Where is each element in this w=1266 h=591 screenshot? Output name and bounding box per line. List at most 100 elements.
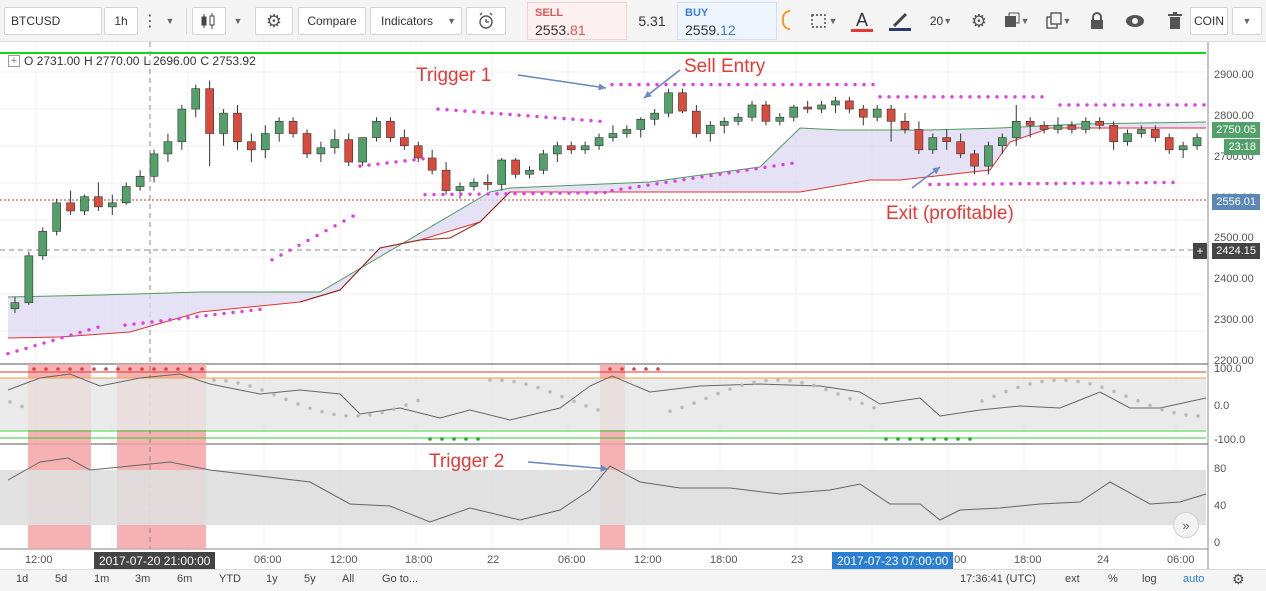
sar-dot xyxy=(222,311,226,316)
osc-dot xyxy=(812,383,816,388)
candle-body xyxy=(956,141,965,155)
selection-tool-button[interactable]: ▼ xyxy=(806,7,840,35)
alert-button[interactable] xyxy=(466,7,506,35)
candle-body xyxy=(775,116,785,122)
chevron-down-icon: ▼ xyxy=(1062,16,1072,26)
settings-button[interactable]: ⚙ xyxy=(255,7,293,35)
candle-body xyxy=(1081,120,1091,130)
candle-body xyxy=(511,159,520,175)
gear-icon[interactable]: ⚙ xyxy=(1232,571,1245,587)
range-1d[interactable]: 1d xyxy=(16,573,29,585)
copy-icon xyxy=(1045,12,1062,29)
time-axis-label: 18:00 xyxy=(405,554,433,566)
osc-dot xyxy=(884,437,888,441)
sar-dot xyxy=(394,160,398,164)
candle-body xyxy=(1164,137,1174,151)
annotation-exit: Exit (profitable) xyxy=(886,203,1014,224)
more-options-icon[interactable]: ⋮ xyxy=(142,13,158,30)
indicators-button[interactable]: Indicators ▼ xyxy=(370,7,462,35)
candle-body xyxy=(900,120,910,130)
last-price-tag: 2750.05 xyxy=(1212,122,1260,138)
sar-dot xyxy=(610,188,614,193)
chart-style-dropdown[interactable]: ▼ xyxy=(228,7,248,35)
sar-dot xyxy=(315,233,319,238)
osc-dot xyxy=(128,367,132,371)
price-axis-label: 2200.00 xyxy=(1214,354,1254,367)
ext-toggle[interactable]: ext xyxy=(1065,573,1080,585)
sell-button[interactable]: SELL 2553.81 xyxy=(527,2,627,40)
candle-body xyxy=(525,169,534,175)
add-alert-icon[interactable]: + xyxy=(1193,243,1207,259)
percent-toggle[interactable]: % xyxy=(1108,573,1118,585)
osc-dot xyxy=(308,406,312,411)
sar-dot xyxy=(571,117,575,121)
chart-style-button[interactable] xyxy=(192,7,226,35)
osc-dot xyxy=(212,378,216,382)
sar-dot xyxy=(610,82,614,87)
arrow-exit-head xyxy=(932,167,940,175)
visibility-button[interactable] xyxy=(1120,7,1150,35)
bottom-bar: 1d 5d 1m 3m 6m YTD 1y 5y All Go to... 17… xyxy=(0,569,1266,591)
range-3m[interactable]: 3m xyxy=(135,573,151,585)
coin-button[interactable]: COIN xyxy=(1190,7,1228,35)
sar-dot xyxy=(1202,103,1206,107)
goto-button[interactable]: Go to... xyxy=(382,573,419,585)
chart-area[interactable]: + O 2731.00 H 2770.00 L 2696.00 C 2753.9… xyxy=(0,42,1266,570)
lock-button[interactable] xyxy=(1082,7,1112,35)
coin-dropdown-button[interactable]: ▼ xyxy=(1232,7,1262,35)
annotation-trigger-1: Trigger 1 xyxy=(416,65,492,86)
scroll-to-realtime-button[interactable]: » xyxy=(1173,512,1199,538)
candle-body xyxy=(928,137,938,151)
range-5d[interactable]: 5d xyxy=(55,573,68,585)
pen-tool-button[interactable] xyxy=(884,7,916,35)
sar-dot xyxy=(1004,95,1008,99)
range-all[interactable]: All xyxy=(342,573,355,585)
interval-select[interactable]: 1h xyxy=(104,7,138,35)
sar-dot xyxy=(619,82,623,87)
drawing-settings-button[interactable]: ⚙ xyxy=(964,7,994,35)
chart-canvas[interactable] xyxy=(0,42,1266,569)
osc-dot xyxy=(716,391,720,396)
symbol-search-input[interactable]: BTCUSD xyxy=(4,7,102,35)
sar-dot xyxy=(1148,103,1152,107)
sar-dot xyxy=(1130,103,1134,107)
sar-dot xyxy=(567,191,571,195)
candle-body xyxy=(66,202,75,212)
range-1m[interactable]: 1m xyxy=(94,573,110,585)
range-1y[interactable]: 1y xyxy=(266,573,278,585)
buy-button[interactable]: BUY 2559.12 xyxy=(677,2,777,40)
sar-dot xyxy=(862,82,866,87)
utc-clock[interactable]: 17:36:41 (UTC) xyxy=(960,573,1036,585)
interval-dropdown-button[interactable]: ▼ xyxy=(160,7,180,35)
sar-dot xyxy=(342,219,346,223)
sar-dot xyxy=(691,82,695,87)
sar-dot xyxy=(664,82,668,87)
osc-dot xyxy=(344,413,348,418)
sar-dot xyxy=(60,336,64,340)
sar-dot xyxy=(589,118,593,123)
sar-dot xyxy=(959,95,963,99)
clone-button[interactable]: ▼ xyxy=(1040,7,1076,35)
osc-dot xyxy=(260,388,264,392)
sar-dot xyxy=(526,114,530,118)
range-6m[interactable]: 6m xyxy=(177,573,193,585)
font-size-select[interactable]: 20 ▼ xyxy=(924,7,958,35)
candle-body xyxy=(747,104,757,118)
text-color-button[interactable]: A xyxy=(846,7,878,35)
log-toggle[interactable]: log xyxy=(1142,573,1157,585)
compare-button[interactable]: Compare xyxy=(298,7,366,35)
expand-icon[interactable]: + xyxy=(8,55,20,67)
candle-body xyxy=(831,100,840,106)
delete-button[interactable] xyxy=(1160,7,1190,35)
auto-toggle[interactable]: auto xyxy=(1183,573,1205,585)
sar-dot xyxy=(186,316,190,320)
sar-dot xyxy=(790,82,794,87)
candle-body xyxy=(1192,137,1202,147)
cloud-span-a xyxy=(7,121,1207,298)
range-ytd[interactable]: YTD xyxy=(219,573,241,585)
candle-body xyxy=(1095,120,1104,126)
range-5y[interactable]: 5y xyxy=(304,573,316,585)
price-axis-label: 2900.00 xyxy=(1214,69,1254,82)
layers-button[interactable]: ▼ xyxy=(998,7,1034,35)
sar-dot xyxy=(531,191,535,196)
